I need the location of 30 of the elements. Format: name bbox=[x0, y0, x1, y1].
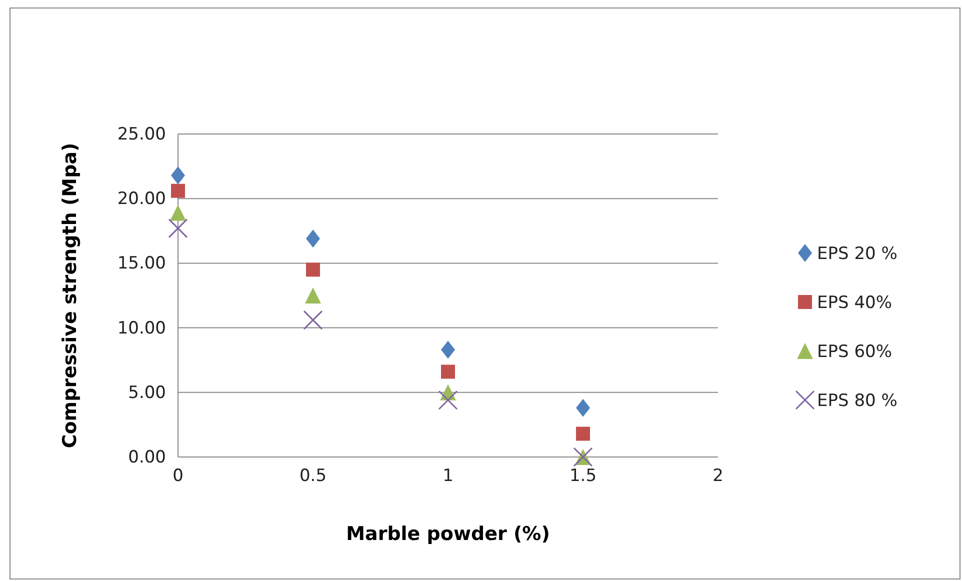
point bbox=[168, 218, 188, 238]
y-axis-title: Compressive strength (Mpa) bbox=[59, 142, 81, 448]
point bbox=[305, 288, 321, 304]
x-tick-label: 0 bbox=[172, 466, 184, 486]
point bbox=[438, 390, 458, 410]
point bbox=[441, 364, 455, 379]
point bbox=[171, 184, 185, 198]
x-axis-title: Marble powder (%) bbox=[346, 523, 550, 545]
point bbox=[306, 230, 320, 248]
y-tick-label: 15.00 bbox=[117, 254, 166, 274]
point bbox=[441, 340, 455, 359]
legend-label: EPS 40% bbox=[817, 293, 892, 313]
y-tick-label: 10.00 bbox=[117, 318, 166, 338]
y-tick-label: 5.00 bbox=[128, 382, 166, 403]
x-tick-label: 2 bbox=[712, 466, 724, 486]
y-tick-label: 20.00 bbox=[117, 189, 166, 210]
y-tick-label: 25.00 bbox=[117, 124, 166, 144]
legend-label: EPS 60% bbox=[817, 342, 892, 362]
point bbox=[170, 204, 186, 221]
legend-label: EPS 80 % bbox=[817, 391, 898, 411]
point bbox=[303, 310, 323, 330]
y-tick-label: 0.00 bbox=[128, 447, 166, 468]
point bbox=[576, 398, 590, 417]
x-tick-label: 1 bbox=[442, 466, 454, 486]
point bbox=[306, 262, 320, 277]
point bbox=[171, 166, 185, 184]
x-tick-label: 1.5 bbox=[569, 466, 597, 486]
x-tick-label: 0.5 bbox=[299, 466, 327, 486]
point bbox=[576, 426, 590, 441]
legend-label: EPS 20 % bbox=[817, 244, 898, 264]
